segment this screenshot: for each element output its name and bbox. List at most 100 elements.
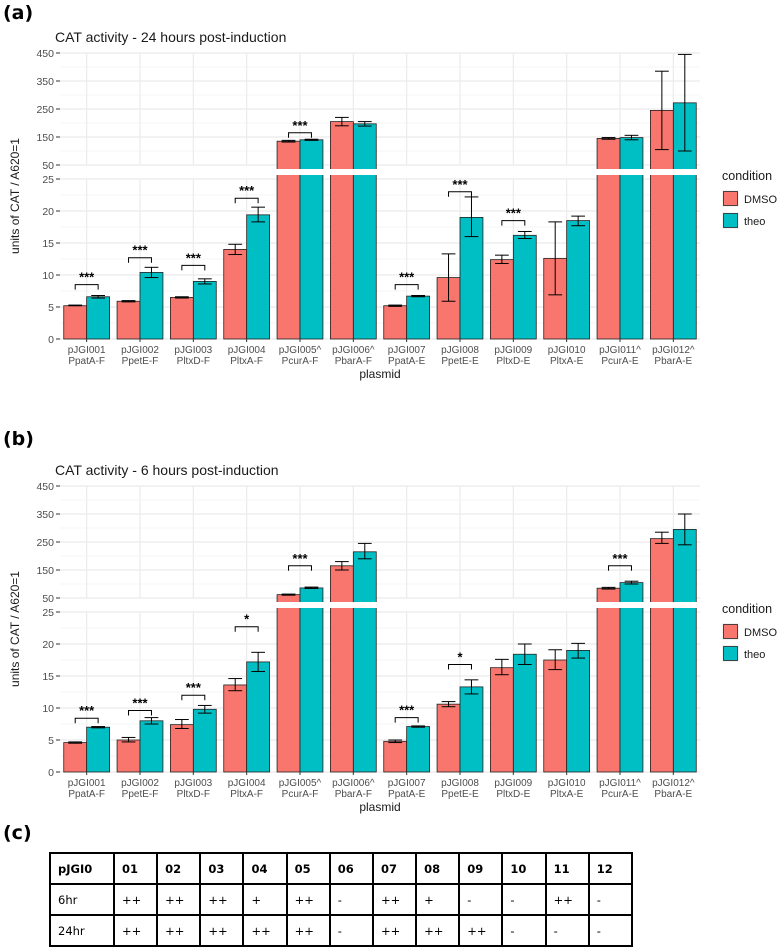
- error-bar: [357, 121, 372, 127]
- error-bar: [677, 513, 692, 546]
- x-tick-label-plasmid: pJGI008: [441, 778, 479, 789]
- bar-theo-3: [192, 708, 217, 773]
- bracket-line: [181, 264, 206, 271]
- table-cell: ++: [199, 883, 245, 916]
- significance-label: *: [457, 649, 463, 664]
- bar-theo-1: [86, 296, 110, 340]
- legend: condition DMSO theo: [722, 602, 777, 662]
- y-tick-label: 15: [42, 671, 54, 683]
- bar-dmso-3: [169, 724, 194, 773]
- error-bar: [624, 580, 639, 585]
- table-cell: 01: [112, 852, 159, 885]
- error-bar: [571, 642, 586, 659]
- bar-dmso-7: [383, 740, 408, 773]
- error-bar: [601, 137, 616, 140]
- x-tick-label-plasmid: pJGI002: [121, 345, 159, 356]
- x-tick-label-plasmid: pJGI010: [548, 345, 586, 356]
- significance-label: ***: [399, 270, 415, 285]
- legend-label-theo: theo: [744, 649, 765, 661]
- x-tick-label-plasmid: pJGI011^: [599, 778, 641, 789]
- significance-label: ***: [506, 206, 522, 221]
- error-bar: [494, 254, 509, 264]
- x-tick-label-promoter: PltxA-E: [550, 789, 584, 800]
- error-bar: [548, 221, 563, 296]
- significance-label: ***: [612, 551, 628, 566]
- y-axis-label: units of CAT / A620=1: [8, 571, 22, 687]
- error-bar: [357, 542, 372, 560]
- table-cell: 02: [156, 852, 202, 885]
- axis-break-gap: [59, 602, 701, 608]
- error-bar: [121, 300, 136, 303]
- x-tick-label-promoter: PltxA-F: [230, 356, 263, 367]
- table-cell: ++: [544, 883, 590, 916]
- panel-label-c: (c): [3, 822, 32, 844]
- bracket-line: [234, 626, 259, 632]
- table-row: 6hr ++ ++ ++ + ++ - ++ + - - ++ -: [49, 883, 634, 916]
- bar-dmso-6: [329, 121, 354, 340]
- bar-dmso-5: [276, 594, 301, 773]
- x-tick-label-plasmid: pJGI004: [228, 778, 266, 789]
- x-tick-label-plasmid: pJGI001: [68, 778, 106, 789]
- table-cell: 07: [371, 852, 418, 885]
- bar-theo-4: [246, 661, 271, 773]
- x-tick-label-plasmid: pJGI002: [121, 778, 159, 789]
- table-cell: 03: [199, 852, 245, 885]
- significance-label: ***: [452, 177, 468, 192]
- y-tick-label: 0: [48, 767, 54, 779]
- bar-theo-4: [246, 214, 271, 340]
- significance-label: ***: [186, 250, 202, 265]
- bracket-line: [448, 663, 472, 670]
- error-bar: [174, 719, 189, 729]
- significance-bracket: ***: [181, 680, 206, 701]
- significance-bracket: ***: [394, 270, 419, 290]
- x-tick-label-plasmid: pJGI008: [441, 345, 479, 356]
- y-tick-label: 10: [42, 270, 54, 282]
- table-cell: ++: [112, 914, 159, 947]
- significance-label: ***: [79, 703, 95, 718]
- y-tick-label: 25: [42, 174, 54, 186]
- error-bar: [624, 134, 639, 141]
- bar-theo-2: [139, 720, 164, 773]
- y-tick-label: 150: [36, 565, 54, 577]
- error-bar: [494, 658, 509, 676]
- y-tick-label: 20: [42, 206, 54, 218]
- y-tick-label: 250: [36, 104, 54, 116]
- y-tick-label: 350: [36, 509, 54, 521]
- x-tick-label-promoter: PpatA-E: [388, 789, 426, 800]
- x-tick-label-promoter: PltxA-F: [230, 789, 263, 800]
- bar-dmso-8: [436, 703, 461, 773]
- table-cell: 6hr: [49, 883, 115, 916]
- error-bar: [91, 294, 106, 299]
- error-bar: [654, 70, 669, 151]
- significance-label: ***: [186, 680, 202, 695]
- y-tick-label: 10: [42, 703, 54, 715]
- x-tick-label-promoter: PltxD-E: [496, 356, 530, 367]
- error-bar: [334, 561, 349, 571]
- table-cell: 12: [587, 852, 634, 885]
- chart-6h: CAT activity - 6 hours post-induction501…: [8, 462, 777, 814]
- bracket-line: [288, 132, 312, 138]
- error-bar: [388, 304, 403, 307]
- bar-theo-11: [619, 137, 644, 340]
- chart-title: CAT activity - 24 hours post-induction: [55, 29, 286, 45]
- bar-dmso-11: [596, 138, 621, 340]
- x-tick-labels: pJGI001PpatA-FpJGI002PpetE-FpJGI003PltxD…: [68, 772, 695, 800]
- bar-theo-1: [86, 726, 110, 773]
- x-tick-label-promoter: PpetE-E: [441, 356, 479, 367]
- x-tick-label-plasmid: pJGI010: [548, 778, 586, 789]
- table-cell: pJGI0: [49, 852, 115, 885]
- bracket-line: [501, 220, 526, 226]
- table-cell: 08: [415, 852, 461, 885]
- error-bar: [601, 586, 616, 590]
- bar-theo-11: [619, 582, 644, 773]
- table-cell: 06: [328, 852, 374, 885]
- error-bar: [91, 726, 106, 729]
- table-cell: ++: [458, 914, 504, 947]
- bar-theo-12: [672, 529, 697, 773]
- y-tick-label: 25: [42, 607, 54, 619]
- error-bar: [68, 304, 83, 307]
- error-bar: [464, 196, 479, 238]
- legend: condition DMSO theo: [722, 169, 777, 229]
- table-cell: +: [242, 883, 288, 916]
- table-cell: 11: [544, 852, 590, 885]
